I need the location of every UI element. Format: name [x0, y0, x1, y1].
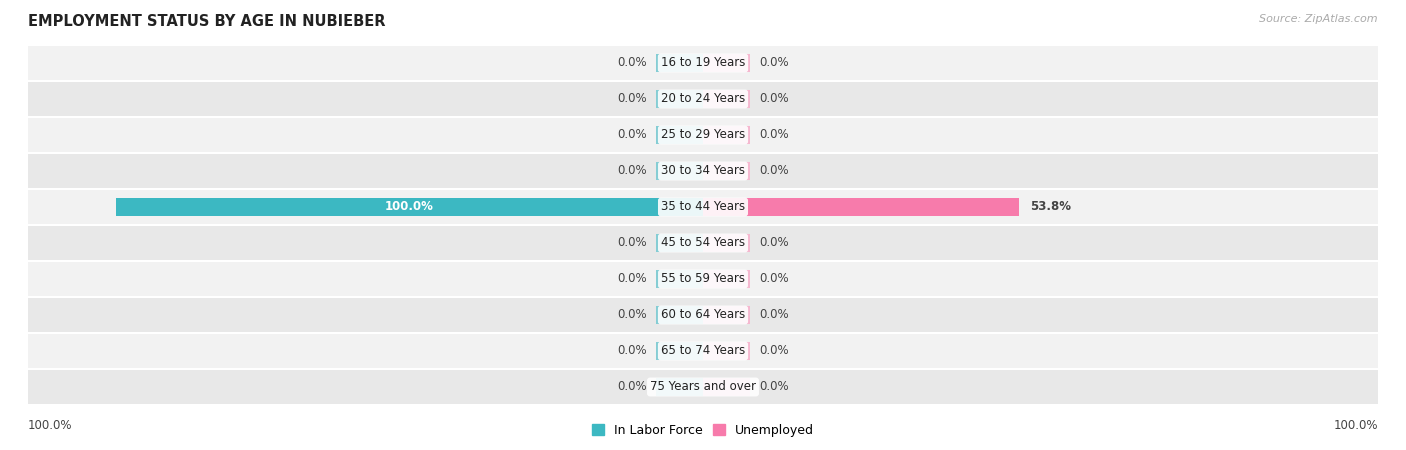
Bar — [703, 378, 749, 396]
Text: 0.0%: 0.0% — [759, 165, 789, 177]
Text: 0.0%: 0.0% — [759, 237, 789, 249]
Bar — [703, 54, 749, 72]
Text: 100.0%: 100.0% — [28, 419, 73, 432]
Text: 53.8%: 53.8% — [1031, 201, 1071, 213]
Bar — [703, 162, 749, 180]
Text: 0.0%: 0.0% — [759, 309, 789, 321]
Text: 25 to 29 Years: 25 to 29 Years — [661, 129, 745, 141]
Bar — [28, 117, 1378, 153]
Bar — [28, 225, 1378, 261]
Bar — [28, 45, 1378, 81]
Bar — [703, 342, 749, 360]
Text: 35 to 44 Years: 35 to 44 Years — [661, 201, 745, 213]
Bar — [657, 126, 703, 144]
Text: 55 to 59 Years: 55 to 59 Years — [661, 273, 745, 285]
Text: 0.0%: 0.0% — [617, 273, 647, 285]
Bar — [28, 81, 1378, 117]
Text: 0.0%: 0.0% — [617, 93, 647, 105]
Bar — [657, 90, 703, 108]
Text: 0.0%: 0.0% — [759, 129, 789, 141]
Bar — [657, 270, 703, 288]
Bar — [28, 153, 1378, 189]
Text: 45 to 54 Years: 45 to 54 Years — [661, 237, 745, 249]
Text: 0.0%: 0.0% — [759, 345, 789, 357]
Text: 0.0%: 0.0% — [617, 381, 647, 393]
Text: 0.0%: 0.0% — [617, 165, 647, 177]
Bar — [117, 198, 703, 216]
Text: 0.0%: 0.0% — [759, 381, 789, 393]
Bar — [657, 342, 703, 360]
Text: 75 Years and over: 75 Years and over — [650, 381, 756, 393]
Text: 0.0%: 0.0% — [759, 273, 789, 285]
Text: 0.0%: 0.0% — [617, 129, 647, 141]
Text: 0.0%: 0.0% — [617, 57, 647, 69]
Text: 60 to 64 Years: 60 to 64 Years — [661, 309, 745, 321]
Bar — [657, 162, 703, 180]
Bar — [703, 306, 749, 324]
Text: Source: ZipAtlas.com: Source: ZipAtlas.com — [1260, 14, 1378, 23]
Text: 0.0%: 0.0% — [617, 309, 647, 321]
Text: 20 to 24 Years: 20 to 24 Years — [661, 93, 745, 105]
Bar — [657, 378, 703, 396]
Text: 0.0%: 0.0% — [759, 57, 789, 69]
Bar — [657, 234, 703, 252]
Text: 100.0%: 100.0% — [1333, 419, 1378, 432]
Text: 0.0%: 0.0% — [759, 93, 789, 105]
Legend: In Labor Force, Unemployed: In Labor Force, Unemployed — [586, 419, 820, 442]
Bar — [28, 261, 1378, 297]
Bar — [703, 90, 749, 108]
Bar — [703, 126, 749, 144]
Text: 100.0%: 100.0% — [385, 201, 434, 213]
Bar — [703, 270, 749, 288]
Bar — [28, 333, 1378, 369]
Text: 65 to 74 Years: 65 to 74 Years — [661, 345, 745, 357]
Bar — [703, 198, 1019, 216]
Bar — [657, 306, 703, 324]
Bar — [28, 369, 1378, 405]
Bar — [703, 234, 749, 252]
Bar — [657, 54, 703, 72]
Text: 0.0%: 0.0% — [617, 237, 647, 249]
Text: EMPLOYMENT STATUS BY AGE IN NUBIEBER: EMPLOYMENT STATUS BY AGE IN NUBIEBER — [28, 14, 385, 28]
Text: 16 to 19 Years: 16 to 19 Years — [661, 57, 745, 69]
Bar — [28, 189, 1378, 225]
Text: 0.0%: 0.0% — [617, 345, 647, 357]
Text: 30 to 34 Years: 30 to 34 Years — [661, 165, 745, 177]
Bar — [28, 297, 1378, 333]
